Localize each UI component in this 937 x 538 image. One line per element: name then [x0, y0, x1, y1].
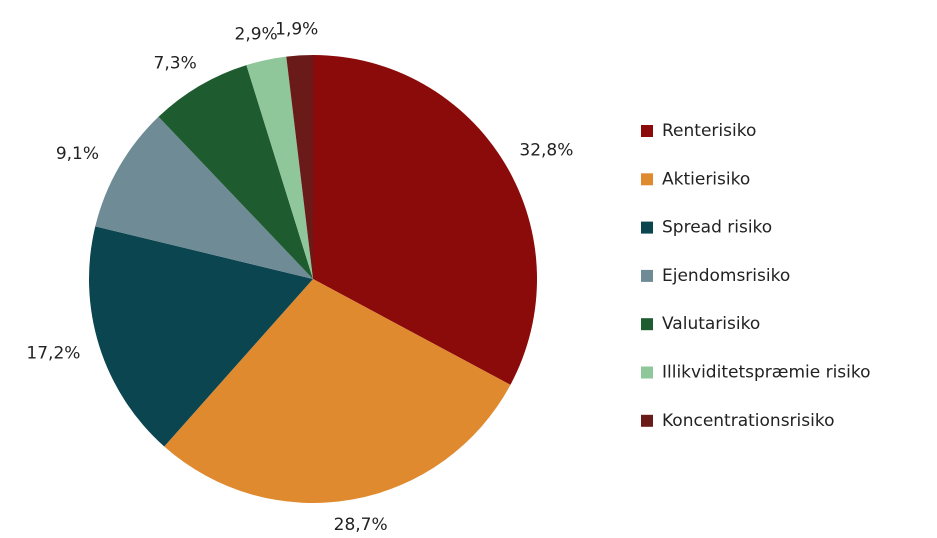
- data-label: 32,8%: [519, 141, 573, 161]
- legend-label: Koncentrationsrisiko: [662, 411, 834, 431]
- legend-swatch: [641, 366, 653, 379]
- pie-slice: [95, 116, 313, 279]
- legend-swatch: [641, 173, 653, 186]
- pie-slice: [286, 55, 313, 279]
- legend-label: Aktierisiko: [662, 169, 750, 189]
- pie-slice: [164, 279, 511, 504]
- data-label: 28,7%: [334, 515, 388, 535]
- data-label: 9,1%: [56, 144, 99, 164]
- data-label: 7,3%: [154, 53, 197, 73]
- legend-swatch: [641, 414, 653, 427]
- pie-slice: [88, 226, 313, 447]
- legend-swatch: [641, 318, 653, 331]
- legend-swatch: [641, 269, 653, 282]
- legend-label: Ejendomsrisiko: [662, 266, 790, 286]
- legend-swatch: [641, 221, 653, 234]
- legend-swatch: [641, 125, 653, 137]
- pie-slice: [158, 65, 313, 280]
- legend-label: Spread risiko: [662, 218, 772, 238]
- legend-label: Renterisiko: [662, 121, 756, 141]
- data-label: 17,2%: [26, 344, 80, 364]
- pie-slice: [246, 56, 313, 279]
- data-label: 2,9%: [235, 25, 278, 45]
- legend-label: Valutarisiko: [662, 314, 760, 334]
- legend-label: Illikviditetspræmie risiko: [662, 363, 871, 383]
- pie-slice: [313, 55, 537, 385]
- data-label: 1,9%: [275, 19, 318, 39]
